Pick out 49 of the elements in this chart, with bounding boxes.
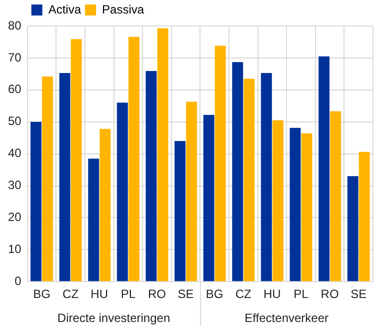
- bar: [244, 78, 255, 282]
- bar: [116, 102, 128, 282]
- x-tick-label: HU: [264, 287, 281, 302]
- y-tick-label: 30: [8, 178, 22, 192]
- legend-label: Passiva: [102, 2, 144, 16]
- bar: [59, 72, 70, 282]
- bar: [358, 152, 370, 282]
- x-tick-label: BG: [206, 287, 224, 302]
- x-tick-label: RO: [148, 287, 166, 302]
- bar: [272, 120, 284, 282]
- bar: [347, 176, 358, 282]
- x-tick-label: CZ: [235, 287, 252, 302]
- y-tick-label: 50: [8, 114, 22, 128]
- bar: [146, 71, 157, 282]
- bar: [157, 28, 168, 282]
- text: Effectenverkeer: [244, 311, 328, 325]
- bar: [214, 46, 226, 282]
- bar: [174, 141, 186, 282]
- bar: [186, 102, 198, 282]
- x-tick-label: RO: [320, 287, 339, 302]
- x-tick-label: SE: [350, 287, 367, 302]
- legend-label: Activa: [48, 2, 82, 16]
- bar: [70, 39, 82, 282]
- y-tick-label: 80: [8, 18, 22, 32]
- bar: [232, 62, 244, 282]
- text: Directe investeringen: [57, 311, 170, 325]
- bar: [301, 133, 312, 282]
- bar: [100, 128, 111, 282]
- bar: [330, 111, 342, 282]
- x-tick-label: PL: [120, 287, 136, 302]
- x-tick-label: CZ: [62, 287, 79, 302]
- bar: [42, 76, 53, 282]
- bar: [260, 72, 272, 282]
- bar: [88, 158, 100, 282]
- y-tick-label: 60: [8, 82, 22, 96]
- bar: [128, 36, 140, 282]
- bar: [318, 56, 330, 282]
- y-tick-label: 40: [8, 146, 22, 160]
- bar: [290, 128, 301, 282]
- bar: [203, 114, 214, 282]
- y-tick-label: 0: [14, 274, 22, 288]
- y-tick-label: 20: [8, 210, 22, 224]
- x-tick-label: SE: [178, 287, 194, 302]
- bar: [30, 122, 42, 282]
- y-tick-label: 10: [8, 242, 22, 256]
- y-tick-label: 70: [8, 50, 22, 64]
- x-tick-label: PL: [294, 287, 309, 302]
- x-tick-label: HU: [90, 287, 108, 302]
- x-tick-label: BG: [33, 287, 50, 302]
